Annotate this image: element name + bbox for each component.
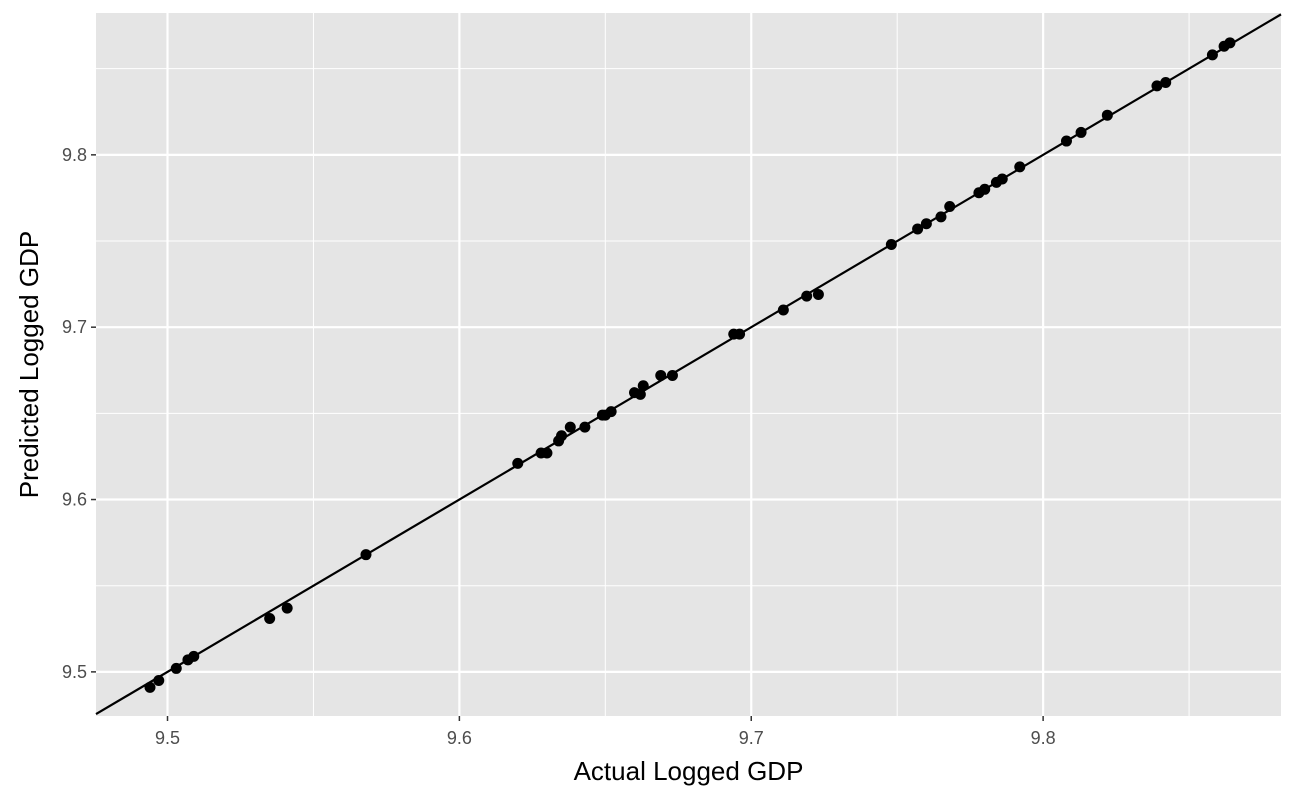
data-point — [144, 681, 156, 693]
x-tick-label: 9.7 — [739, 728, 764, 748]
y-tick-label: 9.6 — [62, 490, 87, 510]
data-point — [920, 218, 932, 230]
data-point — [512, 457, 524, 469]
data-point — [1060, 135, 1072, 147]
y-tick-label: 9.5 — [62, 662, 87, 682]
data-point — [885, 238, 897, 250]
x-tick-label: 9.8 — [1031, 728, 1056, 748]
data-point — [1101, 109, 1113, 121]
y-tick-label: 9.8 — [62, 145, 87, 165]
data-point — [1014, 161, 1026, 173]
data-point — [188, 650, 200, 662]
data-point — [734, 328, 746, 340]
data-point — [153, 674, 165, 686]
y-axis-title: Predicted Logged GDP — [14, 231, 44, 498]
x-tick-label: 9.5 — [155, 728, 180, 748]
data-point — [812, 288, 824, 300]
data-point — [281, 602, 293, 614]
y-axis: 9.5 9.6 9.7 9.8 — [62, 145, 96, 682]
data-point — [912, 223, 924, 235]
data-point — [360, 549, 372, 561]
data-point — [564, 421, 576, 433]
data-point — [666, 369, 678, 381]
y-tick-label: 9.7 — [62, 317, 87, 337]
data-point — [637, 380, 649, 392]
x-tick-label: 9.6 — [447, 728, 472, 748]
data-point — [1206, 49, 1218, 61]
data-point — [170, 662, 182, 674]
data-point — [996, 173, 1008, 185]
data-point — [634, 388, 646, 400]
data-point — [541, 447, 553, 459]
x-axis-title: Actual Logged GDP — [574, 756, 804, 786]
data-points — [144, 37, 1236, 693]
data-point — [979, 183, 991, 195]
data-point — [935, 211, 947, 223]
data-point — [944, 201, 956, 213]
data-point — [579, 421, 591, 433]
data-point — [1075, 126, 1087, 138]
major-gridlines — [96, 13, 1281, 716]
data-point — [655, 369, 667, 381]
data-point — [556, 430, 568, 442]
minor-gridlines — [96, 13, 1281, 716]
x-axis: 9.5 9.6 9.7 9.8 — [155, 716, 1056, 748]
data-point — [605, 406, 617, 418]
data-point — [801, 290, 813, 302]
data-point — [1151, 80, 1163, 92]
data-point — [777, 304, 789, 316]
data-point — [1160, 76, 1172, 88]
data-point — [1224, 37, 1236, 49]
data-point — [264, 612, 276, 624]
